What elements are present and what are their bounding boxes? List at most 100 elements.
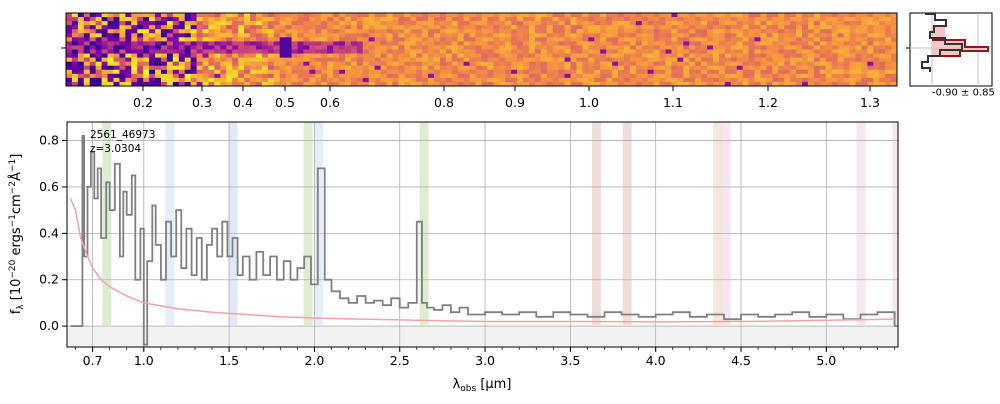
heatmap-cell — [665, 65, 672, 71]
heatmap-cell — [778, 65, 785, 71]
heatmap-cell — [487, 17, 494, 22]
heatmap-cell — [315, 65, 322, 71]
heatmap-cell — [184, 25, 192, 30]
heatmap-cell — [155, 41, 162, 46]
heatmap-cell — [873, 45, 880, 50]
heatmap-cell — [285, 69, 293, 75]
heatmap-cell — [641, 33, 649, 38]
heatmap-cell — [155, 17, 162, 22]
heatmap-cell — [481, 57, 488, 63]
heatmap-cell — [701, 65, 708, 71]
heatmap-cell — [101, 81, 109, 87]
heatmap-cell — [255, 65, 263, 71]
heatmap-cell — [398, 73, 405, 79]
heatmap-cell — [528, 57, 536, 63]
heatmap-cell — [190, 45, 198, 50]
heatmap-cell — [238, 49, 245, 55]
heatmap-cell — [487, 29, 494, 34]
heatmap-cell — [374, 21, 382, 26]
heatmap-cell — [362, 53, 370, 59]
heatmap-cell — [172, 17, 180, 22]
y-tick-label: 0.2 — [39, 272, 59, 287]
heatmap-cell — [742, 81, 750, 87]
heatmap-cell — [166, 29, 174, 34]
heatmap-cell — [149, 21, 156, 26]
heatmap-cell — [796, 61, 803, 67]
heatmap-cell — [594, 17, 601, 22]
heatmap-cell — [707, 53, 714, 59]
heatmap-cell — [368, 33, 376, 38]
heatmap-cell — [813, 33, 821, 38]
heatmap-cell — [778, 29, 785, 34]
heatmap-cell — [172, 13, 180, 18]
heatmap-cell — [528, 53, 536, 59]
heatmap-cell — [499, 17, 506, 22]
heatmap-cell — [843, 81, 851, 87]
heatmap-cell — [855, 21, 862, 26]
heatmap-cell — [214, 21, 221, 26]
heatmap-cell — [647, 37, 655, 42]
heatmap-cell — [291, 69, 298, 75]
heatmap-cell — [831, 33, 839, 38]
heatmap-cell — [214, 69, 221, 75]
heatmap-cell — [386, 57, 393, 63]
heatmap-cell — [125, 25, 132, 30]
heatmap-cell — [107, 53, 114, 59]
heatmap-cell — [629, 65, 637, 71]
heatmap-cell — [831, 77, 839, 83]
heatmap-cell — [226, 53, 233, 59]
heatmap-cell — [445, 57, 453, 63]
heatmap-cell — [250, 73, 257, 79]
heatmap-cell — [250, 21, 257, 26]
heatmap-cell — [172, 49, 180, 55]
heatmap-cell — [392, 13, 399, 18]
heatmap-cell — [172, 61, 180, 67]
heatmap-cell — [166, 41, 174, 46]
heatmap-cell — [724, 33, 732, 38]
heatmap-cell — [250, 49, 257, 55]
heatmap-cell — [261, 21, 269, 26]
heatmap-cell — [707, 41, 714, 46]
y-tick-label: 0.6 — [39, 179, 59, 194]
heatmap-cell — [374, 37, 382, 42]
heatmap-cell — [558, 37, 566, 42]
heatmap-cell — [196, 37, 204, 42]
heatmap-cell — [422, 45, 429, 50]
heatmap-cell — [582, 65, 589, 71]
heatmap-cell — [339, 77, 346, 83]
heatmap-cell — [321, 41, 328, 46]
heatmap-cell — [457, 13, 465, 18]
heatmap-cell — [297, 61, 304, 67]
heatmap-cell — [760, 33, 767, 38]
heatmap-cell — [618, 37, 625, 42]
heatmap-cell — [89, 61, 97, 67]
heatmap-cell — [356, 41, 364, 46]
heatmap-cell — [730, 21, 738, 26]
heatmap-cell — [819, 17, 827, 22]
heatmap-cell — [416, 57, 423, 63]
heatmap-cell — [208, 37, 215, 42]
heatmap-cell — [95, 77, 103, 83]
heatmap-cell — [113, 77, 120, 83]
heatmap-cell — [712, 73, 720, 79]
heatmap-cell — [784, 65, 791, 71]
heatmap-cell — [647, 49, 655, 55]
heatmap-cell — [439, 81, 447, 87]
heatmap-cell — [220, 13, 227, 18]
heatmap-cell — [546, 37, 554, 42]
heatmap-cell — [362, 29, 370, 34]
heatmap-cell — [677, 25, 684, 30]
heatmap-cell — [653, 13, 661, 18]
heatmap-cell — [71, 45, 79, 50]
heatmap-cell — [439, 61, 447, 67]
heatmap-cell — [600, 65, 607, 71]
heatmap-cell — [659, 53, 667, 59]
heatmap-cell — [766, 41, 773, 46]
heatmap-cell — [119, 17, 126, 22]
heatmap-cell — [873, 17, 880, 22]
heatmap-cell — [766, 49, 773, 55]
heatmap-cell — [445, 29, 453, 34]
heatmap-cell — [618, 65, 625, 71]
heatmap-cell — [327, 29, 334, 34]
heatmap-cell — [190, 17, 198, 22]
